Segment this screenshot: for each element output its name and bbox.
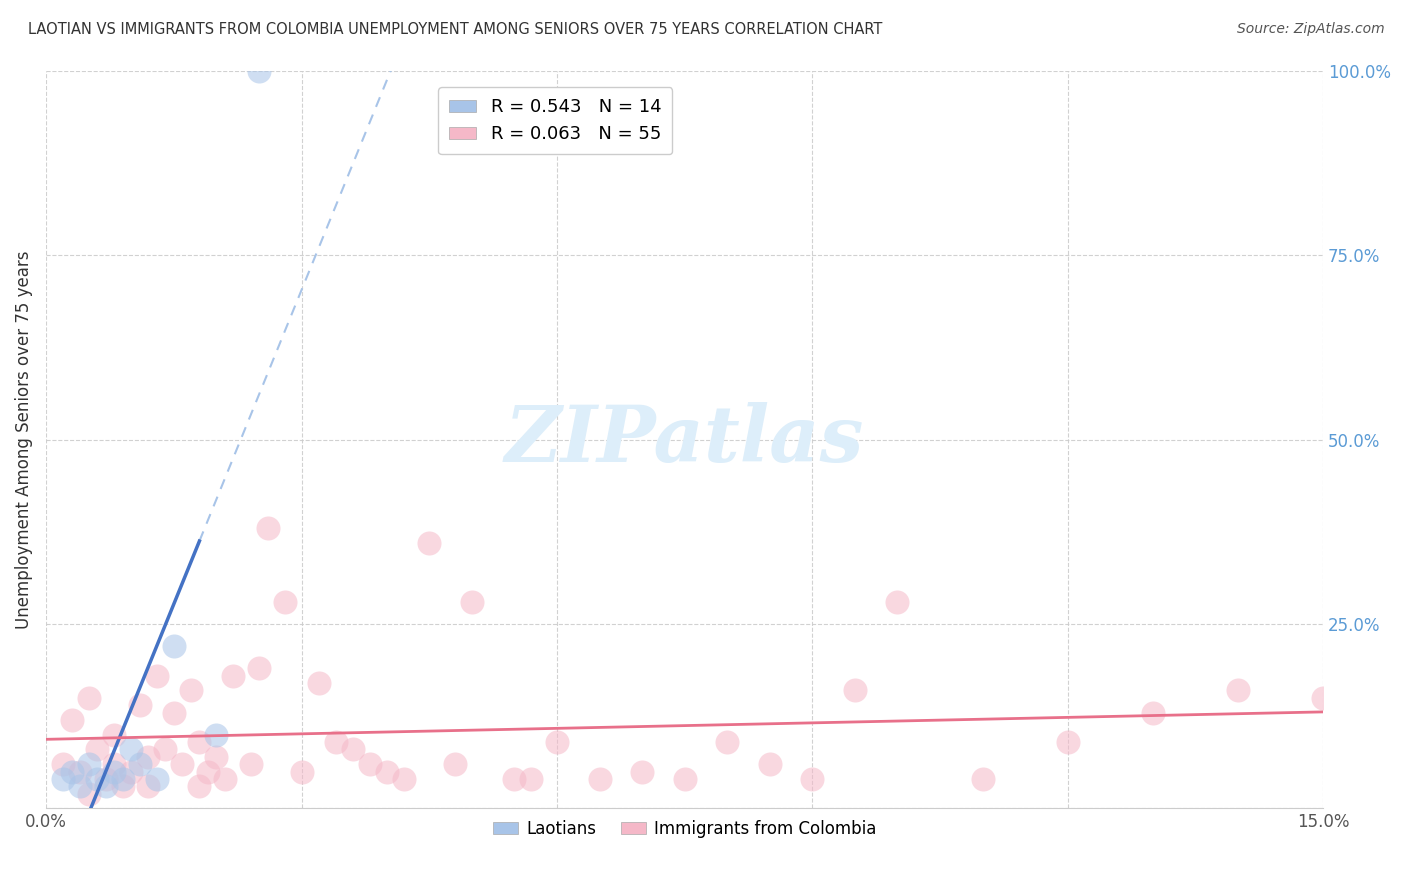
Point xyxy=(103,728,125,742)
Point xyxy=(673,772,696,786)
Point xyxy=(759,757,782,772)
Point xyxy=(546,735,568,749)
Point xyxy=(418,536,440,550)
Point xyxy=(392,772,415,786)
Point xyxy=(52,772,75,786)
Y-axis label: Unemployment Among Seniors over 75 years: Unemployment Among Seniors over 75 years xyxy=(15,251,32,629)
Point xyxy=(86,772,108,786)
Point xyxy=(520,772,543,786)
Text: Source: ZipAtlas.com: Source: ZipAtlas.com xyxy=(1237,22,1385,37)
Point xyxy=(205,728,228,742)
Point xyxy=(120,764,142,779)
Point xyxy=(111,772,134,786)
Point xyxy=(359,757,381,772)
Point xyxy=(247,64,270,78)
Point xyxy=(138,749,160,764)
Point xyxy=(188,735,211,749)
Point xyxy=(1227,683,1250,698)
Point xyxy=(120,742,142,756)
Legend: Laotians, Immigrants from Colombia: Laotians, Immigrants from Colombia xyxy=(486,813,883,845)
Point xyxy=(256,521,278,535)
Point xyxy=(155,742,177,756)
Text: ZIPatlas: ZIPatlas xyxy=(505,401,865,478)
Point xyxy=(146,669,169,683)
Point xyxy=(716,735,738,749)
Point xyxy=(325,735,347,749)
Point xyxy=(375,764,398,779)
Point xyxy=(308,676,330,690)
Point xyxy=(146,772,169,786)
Point xyxy=(247,661,270,675)
Point xyxy=(69,764,91,779)
Point xyxy=(1056,735,1078,749)
Point xyxy=(94,780,117,794)
Point xyxy=(172,757,194,772)
Point xyxy=(290,764,312,779)
Point xyxy=(1312,690,1334,705)
Point xyxy=(69,780,91,794)
Point xyxy=(128,698,150,713)
Text: LAOTIAN VS IMMIGRANTS FROM COLOMBIA UNEMPLOYMENT AMONG SENIORS OVER 75 YEARS COR: LAOTIAN VS IMMIGRANTS FROM COLOMBIA UNEM… xyxy=(28,22,883,37)
Point xyxy=(844,683,866,698)
Point xyxy=(163,706,186,720)
Point xyxy=(77,757,100,772)
Point xyxy=(273,595,295,609)
Point xyxy=(77,690,100,705)
Point xyxy=(342,742,364,756)
Point xyxy=(197,764,219,779)
Point xyxy=(1142,706,1164,720)
Point xyxy=(128,757,150,772)
Point xyxy=(222,669,245,683)
Point xyxy=(631,764,654,779)
Point xyxy=(103,757,125,772)
Point xyxy=(103,764,125,779)
Point xyxy=(205,749,228,764)
Point xyxy=(188,780,211,794)
Point xyxy=(239,757,262,772)
Point xyxy=(111,780,134,794)
Point xyxy=(52,757,75,772)
Point xyxy=(972,772,994,786)
Point xyxy=(801,772,824,786)
Point xyxy=(60,764,83,779)
Point xyxy=(180,683,202,698)
Point xyxy=(886,595,908,609)
Point xyxy=(503,772,526,786)
Point xyxy=(163,639,186,653)
Point xyxy=(214,772,236,786)
Point xyxy=(443,757,465,772)
Point xyxy=(94,772,117,786)
Point xyxy=(588,772,610,786)
Point xyxy=(60,713,83,727)
Point xyxy=(86,742,108,756)
Point xyxy=(461,595,484,609)
Point xyxy=(138,780,160,794)
Point xyxy=(77,787,100,801)
